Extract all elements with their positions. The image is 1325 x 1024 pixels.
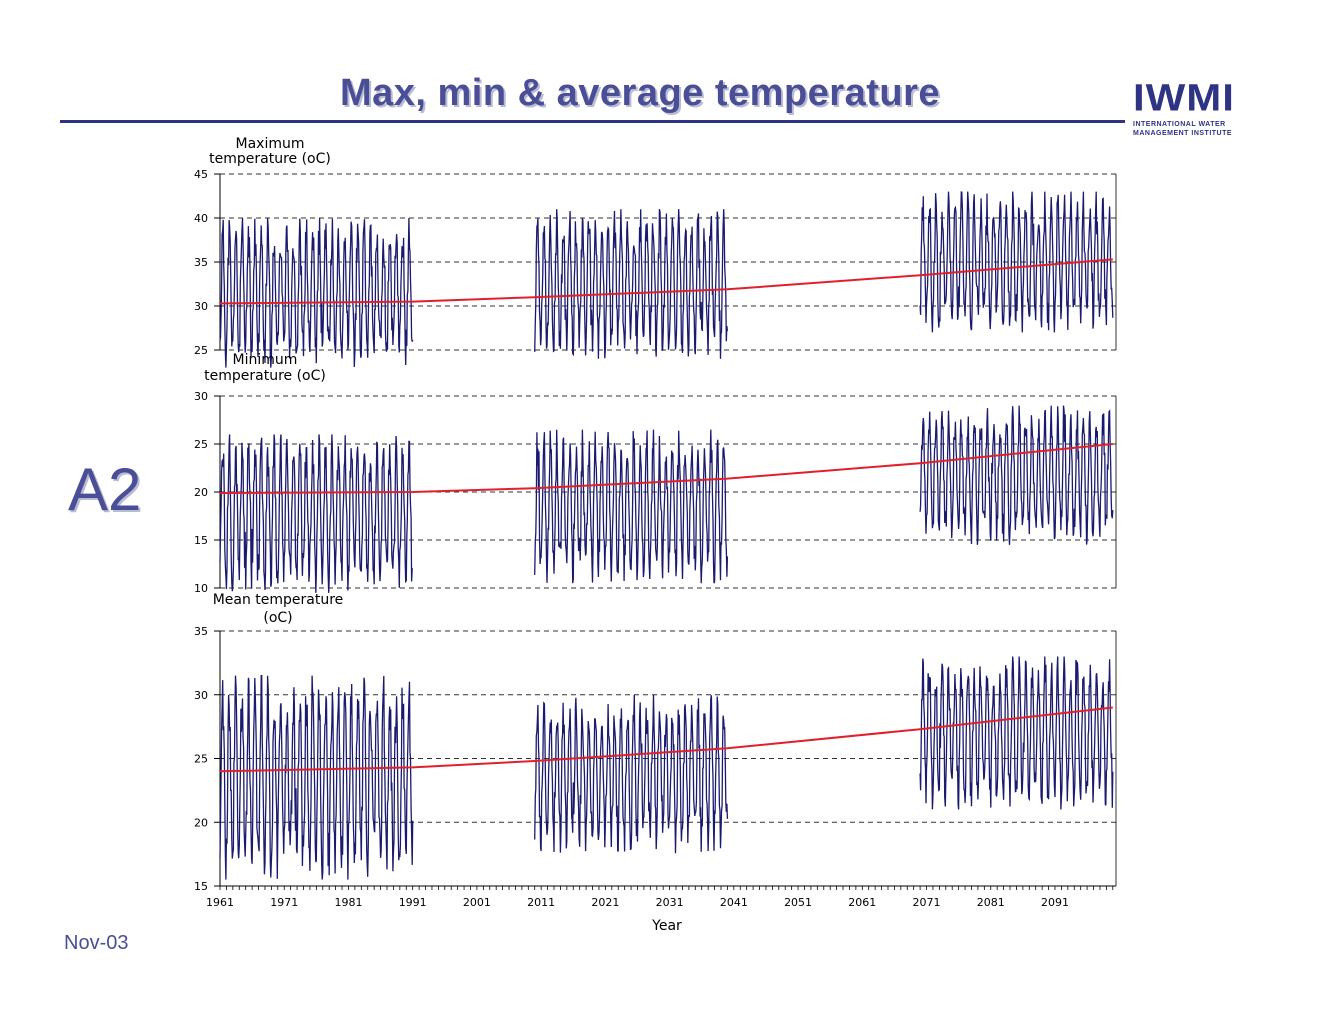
x-tick-label: 2001 [463,896,491,909]
scenario-label: A2 [68,456,142,523]
y-tick-label: 15 [194,534,208,547]
title-divider [60,120,1125,123]
monthly-series-line [219,217,414,368]
x-tick-label: 2031 [656,896,684,909]
chart-panel-3: Mean temperature (oC) 15 20 25 30 35 1961 1971 19… [194,592,1117,934]
chart-title-line: Maximum [236,136,305,152]
monthly-series-line [534,429,729,584]
y-tick-label: 30 [194,689,208,702]
y-tick-label: 25 [194,344,208,357]
x-tick-label: 2051 [784,896,812,909]
x-tick-label: 2071 [913,896,941,909]
x-tick-label: 1991 [399,896,427,909]
logo-subtitle-line2: MANAGEMENT INSTITUTE [1133,130,1233,137]
logo-subtitle-line1: INTERNATIONAL WATER [1133,121,1226,128]
y-tick-label: 15 [194,880,208,893]
monthly-series-line [919,405,1114,545]
chart-title-line: Mean temperature [213,592,344,608]
date-label: Nov-03 [64,932,129,954]
y-tick-label: 20 [194,486,208,499]
x-tick-label: 1971 [270,896,298,909]
x-tick-label: 1981 [334,896,362,909]
monthly-series-line [219,674,414,880]
x-axis-title: Year [651,918,682,934]
x-tick-label: 1961 [206,896,234,909]
x-tick-label: 2081 [977,896,1005,909]
chart-title-line: (oC) [263,610,292,626]
monthly-series-line [919,656,1114,810]
y-tick-label: 45 [194,168,208,181]
y-tick-label: 40 [194,212,208,225]
iwmi-logo: IWMI INTERNATIONAL WATER MANAGEMENT INST… [1133,76,1253,140]
y-tick-label: 25 [194,438,208,451]
y-tick-label: 30 [194,390,208,403]
trend-line [219,258,1113,305]
x-tick-label: 2021 [591,896,619,909]
x-tick-label: 2091 [1041,896,1069,909]
monthly-series-line [534,694,729,854]
y-tick-label: 30 [194,300,208,313]
y-tick-label: 10 [194,582,208,595]
chart-title-line: temperature (oC) [209,151,331,167]
y-tick-label: 25 [194,753,208,766]
x-tick-label: 2011 [527,896,555,909]
y-tick-label: 20 [194,816,208,829]
monthly-series-line [919,191,1114,333]
trend-line [219,443,1113,494]
x-tick-label: 2041 [720,896,748,909]
monthly-series-line [534,209,729,359]
chart-title-line: temperature (oC) [204,368,326,384]
x-tick-label: 2061 [848,896,876,909]
y-tick-label: 35 [194,625,208,638]
chart-title-line: Minimum [233,352,298,368]
slide-title: Max, min & average temperature [339,72,940,114]
y-tick-label: 35 [194,256,208,269]
monthly-series-line [219,434,413,593]
trend-line [219,706,1113,773]
logo-mark: IWMI [1133,76,1235,119]
